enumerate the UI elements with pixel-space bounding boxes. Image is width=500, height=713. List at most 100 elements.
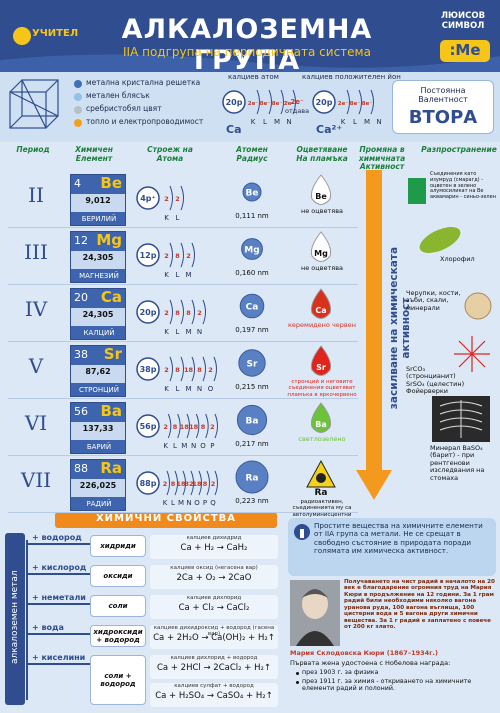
activity-arrow [366, 170, 382, 470]
nucleus [136, 357, 160, 381]
nucleus-label: 56p [140, 422, 157, 431]
shell-electrons: 2 [164, 366, 169, 374]
atom-structure: 56p 2 8 18 18 8 2K L M N O P [136, 413, 218, 450]
radiation-core [316, 473, 326, 483]
shell-letter: M [185, 385, 191, 393]
shell-arc [370, 89, 374, 115]
atom-label: калциев атом [228, 73, 279, 81]
chem-title-bar [55, 512, 277, 528]
element-card: 4 Be 9,012 БЕРИЛИЙ [70, 174, 126, 226]
shell-arc [191, 356, 195, 382]
equation-box [150, 565, 278, 589]
element-name: БЕРИЛИЙ [71, 212, 125, 225]
nucleus [136, 300, 160, 324]
nucleus-label: 20p [140, 308, 157, 317]
distribution-text: Хлорофил [440, 255, 475, 263]
radius-ball: Ra [235, 460, 269, 494]
shell-electrons: 8 [171, 480, 176, 488]
shell-arc [358, 89, 362, 115]
shell-electrons: 2 [163, 480, 168, 488]
shell-arc [191, 299, 195, 325]
period: VII [20, 468, 52, 492]
title: АЛКАЛОЗЕМНА ГРУПА [121, 14, 373, 77]
atomic-radius: 0,111 nm [235, 212, 269, 220]
element-name: БАРИЙ [71, 440, 125, 453]
equation: Ca + 2HCl → 2CaCl₂ + H₂↑ [157, 663, 271, 673]
equation-note: калциев дихидрид [186, 535, 242, 541]
shell-electrons: 8 [175, 309, 180, 317]
portrait-hair [302, 589, 328, 598]
shell-letter: K [164, 385, 169, 393]
column-header: Строеж на Атома [147, 145, 193, 163]
equation-note: калциев дихлорид [186, 595, 242, 601]
shell-arc [214, 413, 218, 439]
shell-electrons: 8 [201, 423, 206, 431]
element-card: 56 Ba 137,33 БАРИЙ [70, 402, 126, 454]
shell-letter: O [208, 385, 214, 393]
curie-bullet: през 1903 г. за физика [302, 669, 379, 676]
shell-letter: K [251, 118, 256, 126]
shell-electrons: 8 [197, 366, 202, 374]
atom-ball-symbol: Mg [244, 246, 259, 256]
nucleus [136, 186, 160, 210]
atom-ball [239, 293, 265, 319]
atom-ball [242, 182, 262, 202]
shell-electrons: 2 [211, 480, 216, 488]
atom-ball [235, 460, 269, 494]
element-card: 38 Sr 87,62 СТРОНЦИЙ [70, 345, 126, 397]
equation-box [150, 595, 278, 619]
element-name: СТРОНЦИЙ [71, 383, 125, 396]
shell-letter: O [200, 442, 206, 450]
nucleus [222, 90, 246, 114]
shell-letter: K [163, 442, 168, 450]
element-symbol: Sr [103, 345, 122, 363]
equation: Ca + H₂SO₄ → CaSO₄ + H₂↑ [155, 691, 273, 701]
shell-letter: P [210, 442, 214, 450]
shell-letter: L [176, 214, 180, 222]
flame-drop [310, 174, 332, 205]
shell-arc [346, 89, 350, 115]
shell-arc [169, 185, 173, 211]
shell-letter: L [353, 118, 357, 126]
element-symbol: Ba [100, 402, 122, 420]
subtitle: IIA подгрупа на периодичната система [123, 45, 371, 59]
equation: Ca + Cl₂ → CaCl₂ [178, 603, 250, 613]
flame-symbol: Ca [315, 306, 326, 315]
flame-color: не оцветява [300, 207, 344, 215]
shell-arc [202, 356, 206, 382]
period: V [28, 354, 44, 378]
flame-symbol: Mg [314, 249, 328, 258]
property-bullet [74, 93, 82, 101]
reaction-tick [27, 663, 91, 665]
shell-electrons: 2 [163, 423, 168, 431]
xray-ribs [439, 400, 483, 438]
element-card-top [71, 175, 125, 194]
shell-arc [292, 89, 296, 115]
shell-letter: O [194, 499, 200, 507]
nucleus [136, 471, 160, 495]
shell-arc [180, 356, 184, 382]
shell-letter: L [176, 328, 180, 336]
side-bar [5, 533, 25, 705]
shell-electrons: 8 [175, 252, 180, 260]
atomic-mass: 24,305 [82, 310, 114, 319]
shell-letter: K [164, 271, 169, 279]
nucleus-label: 4p⁺ [140, 194, 156, 203]
atomic-number: 4 [74, 177, 81, 190]
shell-arc [191, 242, 195, 268]
flame: Ca [310, 288, 332, 319]
curie-intro: Получаването на чист радий в началото на… [344, 579, 495, 630]
shell-arc [213, 356, 217, 382]
shell-letter: P [203, 499, 207, 507]
flame-drop [310, 402, 332, 433]
atom-structure: 12p 2 8 2 K L M [136, 242, 195, 279]
row-divider [8, 341, 358, 342]
shell-electrons: 2 [175, 195, 180, 203]
shell-arc [167, 413, 172, 439]
column-header: Оцветяване На пламъка [296, 145, 348, 163]
chem-title: ХИМИЧНИ СВОЙСТВА [95, 513, 237, 524]
shell-arc [190, 470, 194, 496]
atom-ball [236, 404, 268, 436]
shell-electrons: 2e⁻ [248, 101, 259, 107]
